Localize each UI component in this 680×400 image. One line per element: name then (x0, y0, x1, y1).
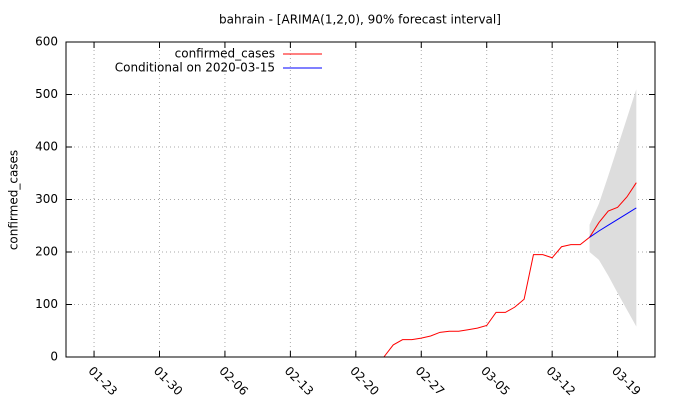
x-tick-label: 02-06 (216, 364, 251, 399)
x-tick-label: 03-19 (609, 364, 644, 399)
legend-label: confirmed_cases (175, 47, 275, 61)
y-tick-label: 500 (35, 87, 58, 101)
series-line (383, 182, 637, 358)
forecast-interval (589, 89, 637, 327)
y-tick-label: 300 (35, 192, 58, 206)
x-tick-label: 01-30 (151, 364, 186, 399)
x-tick-label: 03-12 (544, 364, 579, 399)
y-tick-label: 0 (50, 350, 58, 364)
x-tick-label: 02-20 (347, 364, 382, 399)
y-tick-label: 600 (35, 35, 58, 49)
x-tick-label: 03-05 (478, 364, 513, 399)
y-axis-label: confirmed_cases (7, 150, 21, 250)
x-tick-label: 02-27 (413, 364, 448, 399)
series-line (589, 207, 637, 238)
plot-frame (65, 41, 656, 358)
legend-label: Conditional on 2020-03-15 (115, 61, 275, 75)
y-tick-label: 400 (35, 140, 58, 154)
x-tick-label: 02-13 (282, 364, 317, 399)
y-tick-label: 100 (35, 297, 58, 311)
x-tick-label: 01-23 (85, 364, 120, 399)
chart-title: bahrain - [ARIMA(1,2,0), 90% forecast in… (219, 13, 501, 27)
y-tick-label: 200 (35, 245, 58, 259)
